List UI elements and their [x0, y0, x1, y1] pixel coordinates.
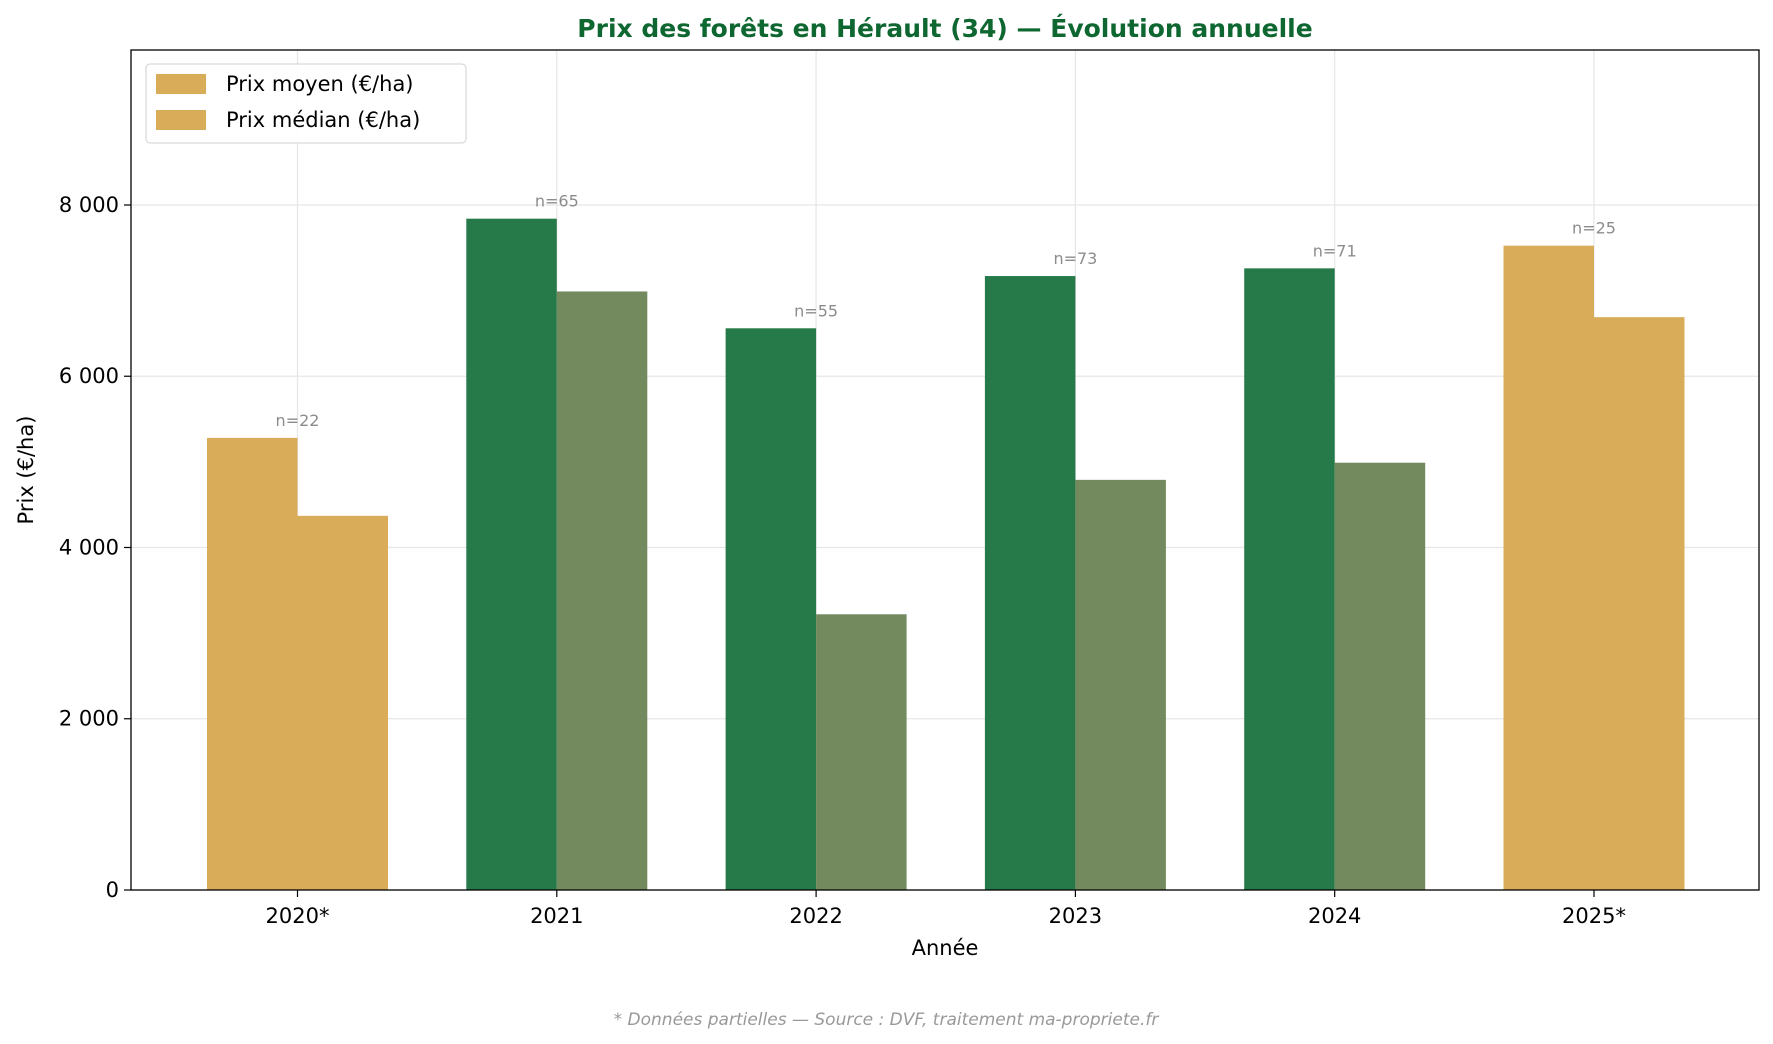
x-tick-label: 2025*: [1562, 904, 1626, 928]
plot-frame: [130, 49, 1760, 891]
annotations: n=22 n=65 n=55 n=73 n=71 n=25: [276, 192, 1616, 430]
legend-label-mean: Prix moyen (€/ha): [226, 72, 414, 96]
bar-mean: [1503, 245, 1594, 891]
legend: Prix moyen (€/ha) Prix médian (€/ha): [145, 63, 467, 144]
bar-mean: [984, 276, 1076, 890]
x-axis-label: Année: [912, 936, 979, 960]
y-tick-label: 8 000: [59, 193, 119, 217]
bar-mean: [725, 328, 817, 890]
chart-title: Prix des forêts en Hérault (34) — Évolut…: [577, 14, 1312, 43]
count-label: n=55: [794, 301, 838, 320]
bar-mean: [207, 437, 298, 890]
x-tick-label: 2020*: [266, 904, 330, 928]
x-tick-label: 2023: [1049, 904, 1102, 928]
bar-mean: [1244, 268, 1335, 890]
bar-median: [1075, 479, 1166, 890]
count-label: n=22: [276, 411, 320, 430]
y-tick-label: 4 000: [59, 535, 119, 559]
x-tick-label: 2021: [530, 904, 583, 928]
x-ticks: 2020* 2021 2022 2023 2024 2025*: [266, 890, 1626, 928]
count-label: n=65: [535, 192, 579, 211]
y-axis-label: Prix (€/ha): [14, 416, 38, 525]
legend-box: [145, 63, 467, 144]
y-tick-label: 0: [106, 878, 119, 902]
bar-mean: [466, 218, 557, 891]
y-tick-label: 2 000: [59, 707, 119, 731]
x-tick-label: 2024: [1308, 904, 1361, 928]
y-ticks: 0 2 000 4 000 6 000 8 000: [59, 193, 131, 902]
footer-note: * Données partielles — Source : DVF, tra…: [614, 1010, 1160, 1030]
bars: [207, 218, 1685, 891]
bar-median: [816, 614, 907, 890]
bar-median: [1594, 317, 1685, 890]
legend-swatch-mean: [156, 74, 206, 94]
legend-swatch-median: [156, 110, 206, 130]
count-label: n=25: [1572, 219, 1616, 238]
x-tick-label: 2022: [789, 904, 842, 928]
bar-median: [556, 291, 648, 890]
count-label: n=71: [1313, 241, 1357, 260]
bar-median: [1334, 462, 1426, 890]
count-label: n=73: [1053, 249, 1097, 268]
bar-median: [297, 515, 388, 890]
y-tick-label: 6 000: [59, 364, 119, 388]
legend-label-median: Prix médian (€/ha): [226, 108, 420, 132]
